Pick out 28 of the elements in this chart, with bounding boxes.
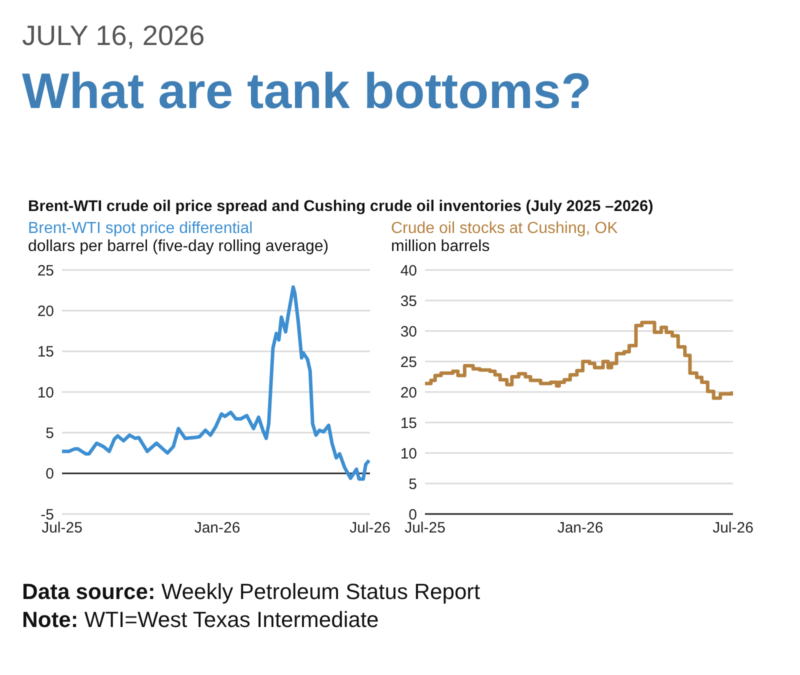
text: Brent-WTI spot price differential [28, 220, 254, 238]
y-tick-label: 20 [400, 384, 417, 402]
y-tick-label: 10 [37, 384, 54, 402]
y-tick-label: 25 [37, 262, 54, 280]
y-tick-label: 5 [408, 476, 417, 493]
y-tick-label: 5 [46, 424, 54, 442]
y-tick-label: 15 [37, 344, 54, 361]
y-tick-label: 35 [400, 292, 417, 310]
x-tick-label: Jan-26 [194, 520, 240, 537]
y-tick-label: 30 [400, 323, 417, 340]
y-tick-label: 25 [400, 354, 417, 371]
y-axis-title: dollars per barrel (five-day rolling average) [28, 238, 330, 256]
y-tick-label: 0 [46, 466, 54, 483]
text: JULY 16, 2026 [22, 20, 205, 52]
y-axis-title: million barrels [391, 238, 491, 256]
y-tick-label: 10 [400, 445, 417, 462]
x-tick-label: Jan-26 [557, 520, 604, 537]
chart-title: What are tank bottoms? [22, 62, 592, 120]
y-tick-label: 20 [37, 302, 54, 320]
text: Note: WTI=West Texas Intermediate [22, 606, 380, 634]
source-note: Data source: Weekly Petroleum Status Report [22, 578, 480, 606]
x-tick-label: Jul-26 [712, 520, 754, 537]
text: Crude oil stocks at Cushing, OK [391, 220, 619, 238]
line-series [62, 285, 370, 481]
chart-subtitle: Brent-WTI crude oil price spread and Cushing crude oil inventories (July 2025 –2026) [28, 198, 654, 216]
x-tick-label: Jul-26 [350, 520, 390, 537]
y-tick-label: 40 [400, 262, 417, 280]
y-tick-label: 15 [400, 414, 417, 432]
